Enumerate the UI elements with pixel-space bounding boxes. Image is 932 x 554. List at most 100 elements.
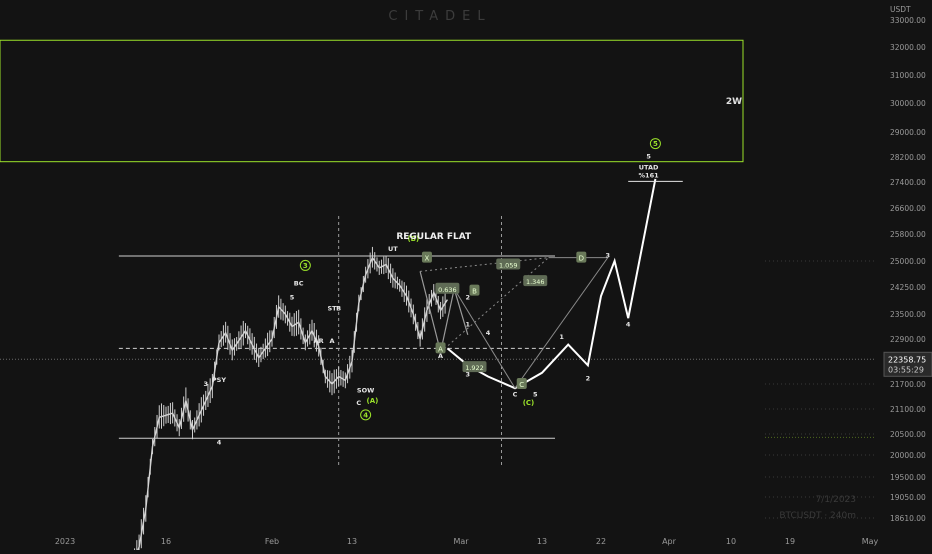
wave-label: AR	[314, 337, 324, 345]
green-wave-label: 4	[363, 411, 368, 419]
time-tick-label: 22	[596, 537, 606, 546]
time-tick-label: 19	[785, 537, 795, 546]
time-tick-label: 13	[537, 537, 547, 546]
wave-label: C	[513, 391, 518, 399]
watermark-date: 7/1/2023	[815, 495, 856, 505]
ratio-box	[462, 361, 487, 373]
price-tick-label: 29000.00	[890, 128, 926, 137]
price-tick-label: 20500.00	[890, 430, 926, 439]
green-wave-label: 5	[653, 140, 658, 148]
ratio-box	[496, 258, 521, 270]
price-tick-label: 22900.00	[890, 335, 926, 344]
price-tick-label: 21100.00	[890, 405, 926, 414]
wave-label: 4	[626, 321, 631, 329]
wave-label: 3	[465, 371, 470, 379]
time-tick-label: Mar	[453, 537, 469, 546]
wave-label: 5	[533, 391, 538, 399]
wave-label: %161	[639, 171, 660, 179]
wave-label: C	[356, 399, 361, 407]
ratio-label: 1.922	[465, 364, 484, 372]
harmonic-point-label: C	[519, 381, 524, 389]
wave-label: 2	[586, 374, 591, 382]
price-tick-label: 33000.00	[890, 16, 926, 25]
wave-label: 4	[217, 439, 222, 447]
wave-label: SOW	[357, 386, 374, 394]
chart-title: REGULAR FLAT	[396, 232, 472, 242]
price-tick-label: 30000.00	[890, 99, 926, 108]
price-history-series	[135, 256, 448, 554]
time-tick-label: 16	[161, 537, 171, 546]
price-axis-unit: USDT	[890, 5, 911, 14]
price-tick-label: 28200.00	[890, 153, 926, 162]
wave-label: PSY	[212, 376, 226, 384]
green-wave-circle	[299, 259, 311, 271]
green-wave-circle	[649, 138, 661, 150]
wave-label: 5	[290, 294, 295, 302]
price-tick-label: 25000.00	[890, 257, 926, 266]
time-tick-label: 10	[726, 537, 736, 546]
wave-label: A	[438, 352, 443, 360]
wave-label: 4	[486, 329, 491, 337]
ratio-label: 1.059	[499, 261, 518, 269]
wave-label: BC	[294, 279, 304, 287]
wave-label: 3	[203, 380, 208, 388]
harmonic-line-3	[514, 257, 609, 389]
ratio-box	[435, 282, 460, 294]
brand-title: CITADEL	[388, 9, 492, 24]
wave-label: 5	[646, 153, 651, 161]
time-tick-label: Apr	[662, 537, 677, 546]
price-tick-label: 25800.00	[890, 230, 926, 239]
wave-label: UT	[388, 245, 398, 253]
current-price-countdown: 03:55:29	[888, 365, 924, 374]
green-wave-label: (C)	[523, 399, 535, 407]
harmonic-point-label: B	[472, 288, 477, 296]
time-tick-label: May	[862, 537, 879, 546]
wave-label: A	[329, 337, 334, 345]
price-tick-label: 19050.00	[890, 493, 926, 502]
green-wave-label: (B)	[407, 235, 419, 243]
projection-path	[446, 178, 657, 390]
wave-label: B	[336, 304, 341, 312]
green-wave-circle	[360, 409, 372, 421]
harmonic-point-label: A	[438, 345, 443, 353]
price-tick-label: 18610.00	[890, 514, 926, 523]
price-tick-label: 21700.00	[890, 380, 926, 389]
price-tick-label: 24250.00	[890, 283, 926, 292]
harmonic-point-label: X	[425, 255, 430, 263]
price-tick-label: 32000.00	[890, 43, 926, 52]
watermark-symbol: BTCUSDT · 240m	[779, 511, 856, 521]
time-tick-label: 13	[347, 537, 357, 546]
wave-label: 3	[606, 252, 611, 260]
target-zone-box	[0, 39, 744, 163]
wave-label: UTAD	[639, 164, 659, 172]
current-price-box	[883, 351, 932, 377]
wave-label: 1	[559, 333, 564, 341]
harmonic-line-2	[453, 288, 516, 389]
harmonic-line-1	[440, 257, 549, 353]
harmonic-point-box	[421, 251, 432, 263]
green-wave-label: (A)	[367, 397, 379, 405]
wave-label: 1	[465, 321, 470, 329]
ratio-label: 1.346	[526, 278, 545, 286]
time-tick-label: 2023	[55, 537, 75, 546]
current-price-label: 22358.75	[888, 355, 926, 364]
price-tick-label: 27400.00	[890, 178, 926, 187]
green-wave-label: 3	[303, 262, 308, 270]
harmonic-point-box	[435, 342, 446, 354]
price-tick-label: 26600.00	[890, 204, 926, 213]
time-tick-label: Feb	[265, 537, 279, 546]
price-tick-label: 19500.00	[890, 473, 926, 482]
harmonic-point-box	[576, 251, 587, 263]
harmonic-point-box	[516, 378, 527, 389]
price-tick-label: 31000.00	[890, 71, 926, 80]
wave-label: ST	[327, 304, 337, 312]
harmonic-path	[419, 271, 469, 353]
ratio-box	[523, 275, 548, 287]
harmonic-line-0	[420, 257, 549, 272]
price-tick-label: 20000.00	[890, 451, 926, 460]
wave-label: 2	[465, 294, 470, 302]
price-tick-label: 23500.00	[890, 310, 926, 319]
ratio-label: 0.636	[438, 286, 457, 294]
